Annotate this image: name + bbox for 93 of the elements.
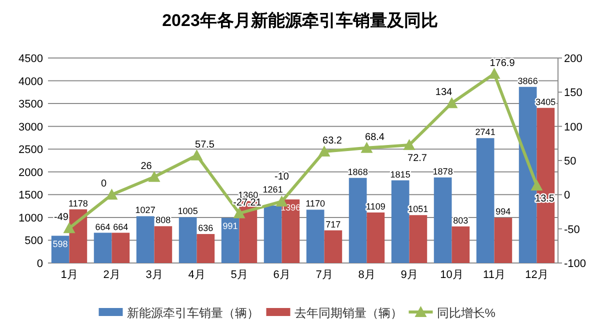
bar	[324, 230, 342, 263]
data-label: 72.7	[408, 152, 428, 164]
data-label: 664	[113, 222, 128, 232]
data-label: 1027	[135, 205, 156, 216]
data-label: 1261	[262, 184, 283, 195]
data-label: 68.4	[365, 132, 385, 143]
x-tick-label: 2月	[103, 269, 120, 281]
point	[148, 170, 160, 182]
x-tick-label: 6月	[273, 269, 290, 281]
bar	[366, 212, 385, 263]
point	[233, 207, 246, 218]
x-tick-label: 8月	[358, 269, 376, 281]
data-label: 0	[100, 178, 107, 190]
data-label: 1815	[390, 169, 410, 180]
data-label: 1878	[432, 166, 453, 176]
bar	[196, 234, 215, 263]
data-label: 664	[95, 222, 110, 232]
bar	[306, 210, 324, 263]
y2-tick-label: 150	[564, 87, 582, 100]
bar	[536, 108, 555, 263]
data-label: 636	[198, 223, 214, 234]
point	[530, 179, 543, 190]
data-label: 717	[326, 219, 341, 230]
point	[488, 68, 500, 79]
x-tick-label: 7月	[316, 269, 333, 281]
point	[63, 222, 76, 234]
point	[318, 145, 330, 156]
y2-tick-label: 200	[564, 53, 582, 65]
data-label: 134	[435, 87, 453, 98]
y-tick-label: 3000	[18, 121, 43, 134]
data-label: 3866	[518, 76, 538, 86]
point	[446, 97, 458, 108]
bar	[136, 216, 154, 263]
y-tick-label: 1500	[18, 190, 43, 202]
bar	[409, 215, 428, 263]
point	[190, 149, 203, 160]
y-tick-label: 4000	[18, 76, 43, 88]
data-label: 991	[222, 220, 238, 231]
x-tick-label: 3月	[146, 269, 163, 281]
legend-label: 去年同期销量（辆）	[294, 306, 402, 320]
y-tick-label: 2500	[18, 144, 43, 156]
legend-label: 新能源牵引车销量（辆）	[126, 306, 259, 320]
data-label: 803	[453, 215, 468, 226]
bar	[452, 226, 470, 263]
bar	[94, 232, 112, 263]
data-label: 57.5	[195, 139, 215, 150]
data-label: 1178	[68, 198, 88, 208]
y-tick-label: 500	[24, 235, 43, 248]
bar	[476, 138, 494, 263]
bar	[221, 218, 240, 263]
x-tick-label: 11月	[483, 269, 506, 281]
data-label: 1109	[366, 201, 386, 212]
y-tick-label: 0	[36, 258, 43, 270]
data-label: 808	[156, 215, 171, 226]
bar	[518, 86, 537, 263]
y-tick-label: 3500	[18, 98, 43, 111]
x-tick-label: 1月	[60, 269, 78, 281]
data-label: 176.9	[490, 58, 516, 69]
legend-label: 同比增长%	[436, 306, 496, 320]
bar	[434, 177, 452, 263]
bar	[112, 232, 130, 263]
x-tick-label: 9月	[400, 269, 418, 281]
bar	[154, 226, 172, 263]
data-label: 1868	[348, 166, 368, 177]
x-tick-label: 5月	[230, 269, 248, 281]
data-label: 63.2	[322, 135, 342, 146]
data-label: 1005	[178, 206, 198, 216]
y-tick-label: 2000	[18, 166, 43, 179]
y2-tick-label: 100	[564, 121, 582, 134]
bar	[264, 206, 282, 263]
y2-tick-label: -50	[564, 224, 580, 236]
bar	[391, 180, 410, 263]
data-label: -49	[54, 212, 69, 224]
point	[403, 138, 416, 150]
y-tick-label: 1000	[18, 212, 43, 224]
bar	[494, 218, 512, 263]
data-label: 994	[496, 206, 511, 217]
bar	[178, 217, 197, 263]
y-tick-label: 4500	[18, 53, 43, 65]
x-tick-label: 4月	[188, 269, 206, 281]
data-label: 598	[52, 238, 68, 249]
bar	[348, 178, 367, 263]
data-label: 26	[140, 160, 152, 172]
y2-tick-label: 50	[564, 156, 576, 168]
chart-title: 2023年各月新能源牵引车销量及同比	[162, 11, 438, 30]
x-tick-label: 10月	[440, 269, 464, 281]
y2-tick-label: 0	[564, 190, 570, 202]
data-label: -10	[274, 172, 290, 182]
x-tick-label: 12月	[525, 269, 548, 281]
y2-tick-label: -100	[564, 258, 586, 270]
data-label: 1170	[306, 198, 326, 209]
data-label: 2741	[475, 127, 496, 138]
point	[360, 142, 373, 153]
